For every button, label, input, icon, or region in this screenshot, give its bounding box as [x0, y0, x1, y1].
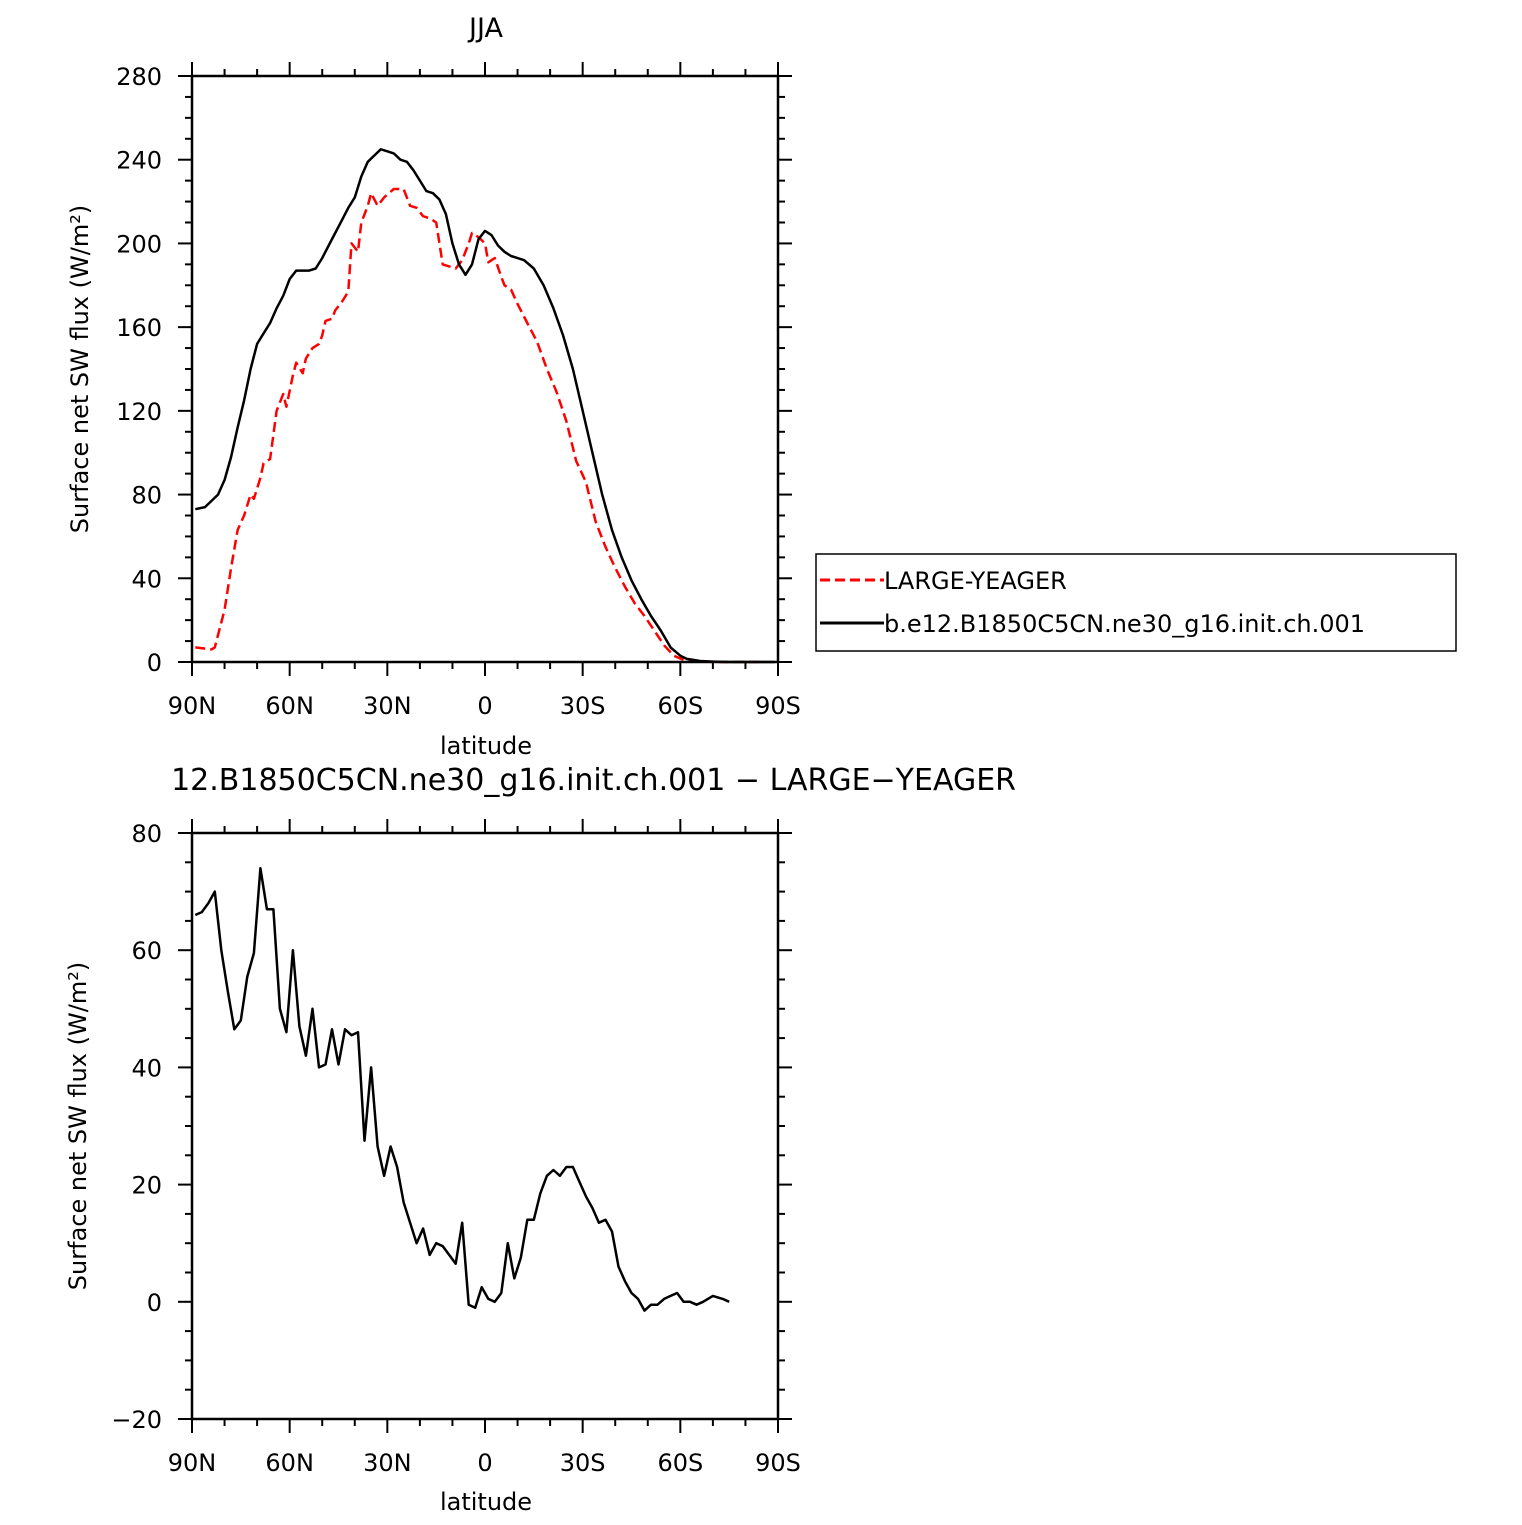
top-series-line-0	[195, 187, 762, 664]
top-panel: JJA 0 40 80 120 160 200 240 280 90N 60N 30N 0 30S 60…	[66, 13, 1457, 760]
bottom-y-tick-label: 20	[131, 1172, 162, 1200]
top-y-tick-label: 280	[116, 63, 162, 91]
bottom-y-axis-label: Surface net SW flux (W/m²)	[64, 962, 92, 1290]
top-x-tick-label: 0	[477, 692, 492, 720]
bottom-x-tick-label: 30S	[560, 1449, 606, 1477]
top-y-tick-label: 160	[116, 314, 162, 342]
bottom-y-tick-label: 0	[147, 1289, 162, 1317]
legend-label-b-e12: b.e12.B1850C5CN.ne30_g16.init.ch.001	[884, 610, 1365, 638]
bottom-x-tick-label: 30N	[363, 1449, 412, 1477]
bottom-series-lines	[194, 866, 730, 1312]
bottom-y-tick-label: −20	[111, 1406, 162, 1434]
bottom-y-tick-labels: −20 0 20 40 60 80	[111, 820, 162, 1434]
top-series-line-1	[195, 148, 775, 664]
top-y-tick-label: 120	[116, 398, 162, 426]
top-y-tick-labels: 0 40 80 120 160 200 240 280	[116, 63, 162, 677]
bottom-x-tick-label: 0	[477, 1449, 492, 1477]
top-x-tick-label: 90N	[168, 692, 217, 720]
legend-box	[815, 553, 1457, 652]
bottom-x-axis-label: latitude	[440, 1488, 532, 1516]
bottom-panel: 12.B1850C5CN.ne30_g16.init.ch.001 − LARG…	[64, 763, 1016, 1516]
top-y-tick-label: 80	[131, 482, 162, 510]
bottom-y-tick-label: 80	[131, 820, 162, 848]
top-x-tick-label: 30S	[560, 692, 606, 720]
top-y-axis-label: Surface net SW flux (W/m²)	[66, 205, 94, 533]
bottom-tick-marks	[178, 819, 792, 1433]
top-y-tick-label: 240	[116, 147, 162, 175]
bottom-y-tick-label: 60	[131, 937, 162, 965]
legend: LARGE-YEAGER b.e12.B1850C5CN.ne30_g16.in…	[815, 553, 1457, 652]
top-x-axis-label: latitude	[440, 732, 532, 760]
top-x-tick-label: 60S	[657, 692, 703, 720]
top-y-tick-label: 0	[147, 649, 162, 677]
top-x-tick-labels: 90N 60N 30N 0 30S 60S 90S	[168, 692, 801, 720]
legend-label-large-yeager: LARGE-YEAGER	[884, 567, 1067, 595]
top-plot-frame	[190, 74, 780, 664]
bottom-x-tick-label: 60N	[265, 1449, 314, 1477]
top-series-lines	[195, 148, 775, 664]
bottom-x-tick-label: 60S	[657, 1449, 703, 1477]
bottom-plot-frame	[190, 831, 780, 1421]
bottom-chart-title: 12.B1850C5CN.ne30_g16.init.ch.001 − LARG…	[171, 763, 1016, 798]
top-x-tick-label: 60N	[265, 692, 314, 720]
top-x-tick-label: 30N	[363, 692, 412, 720]
bottom-x-tick-label: 90N	[168, 1449, 217, 1477]
bottom-x-tick-labels: 90N 60N 30N 0 30S 60S 90S	[168, 1449, 801, 1477]
bottom-y-tick-label: 40	[131, 1054, 162, 1082]
top-y-tick-label: 200	[116, 230, 162, 258]
top-x-tick-label: 90S	[755, 692, 801, 720]
top-y-tick-label: 40	[131, 565, 162, 593]
top-tick-marks	[178, 62, 792, 676]
bottom-x-tick-label: 90S	[755, 1449, 801, 1477]
top-chart-title: JJA	[467, 13, 503, 44]
bottom-series-line-0	[194, 866, 730, 1312]
